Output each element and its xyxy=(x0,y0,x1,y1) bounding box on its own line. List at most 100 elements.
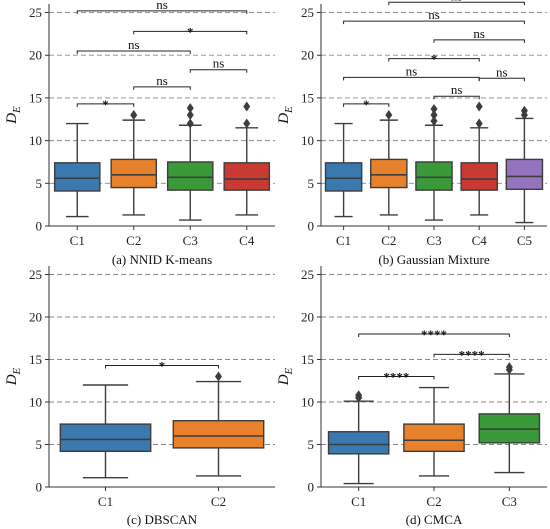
outlier-marker xyxy=(186,118,194,129)
y-axis-label-subscript: E xyxy=(283,367,295,375)
significance-bracket: ns xyxy=(433,26,525,43)
outlier-marker xyxy=(385,110,393,120)
significance-label: * xyxy=(102,97,109,112)
box-iqr xyxy=(223,162,271,191)
y-tick-label: 25 xyxy=(301,267,314,282)
outlier-marker xyxy=(243,101,251,112)
y-tick-label: 25 xyxy=(29,5,42,20)
significance-bracket: ns xyxy=(76,37,191,54)
outlier-marker xyxy=(520,105,528,116)
panel-caption: (a) NNID K-means xyxy=(112,252,212,267)
x-tick-label: C3 xyxy=(502,494,517,509)
y-tick-label: 25 xyxy=(301,5,314,20)
bracket-line xyxy=(433,39,525,43)
panel-4: 0 5 10 15 20 25 **** **** **** C1 C2 C3 DE (d) CMCA xyxy=(276,266,547,527)
y-tick-label: 25 xyxy=(29,267,42,282)
outlier-marker xyxy=(130,110,138,120)
x-tick-label: C4 xyxy=(472,233,488,248)
box-iqr xyxy=(370,158,408,189)
significance-bracket: ns xyxy=(478,64,525,82)
outlier-marker xyxy=(430,110,438,120)
box-C4 xyxy=(223,101,271,216)
significance-bracket: ns xyxy=(189,56,248,73)
y-axis-label-main: D xyxy=(4,113,20,125)
x-tick-label: C2 xyxy=(211,494,226,509)
bracket-line xyxy=(388,58,480,62)
bracket-line xyxy=(433,353,510,358)
y-axis-label-main: D xyxy=(4,374,20,386)
bracket-line xyxy=(343,20,525,25)
panel-caption: (c) DBSCAN xyxy=(127,512,198,527)
outlier-marker xyxy=(355,390,363,401)
y-axis-label: DE xyxy=(4,106,23,125)
y-axis-label: DE xyxy=(276,106,295,125)
bracket-line xyxy=(133,30,248,35)
y-tick-label: 15 xyxy=(29,90,42,105)
outlier-marker xyxy=(475,118,483,129)
panel-2: 0 5 10 15 20 25 * ns ns ns * ns ns ns C1 C2 C3 C4 C5 DE (b) … xyxy=(276,0,547,267)
bracket-line xyxy=(105,364,219,369)
y-tick-label: 15 xyxy=(301,90,314,105)
significance-bracket: ns xyxy=(433,82,480,100)
box-C2 xyxy=(403,386,465,477)
box-iqr xyxy=(505,158,544,190)
outlier-marker xyxy=(186,110,194,120)
y-tick-label: 20 xyxy=(29,310,42,325)
significance-bracket: * xyxy=(76,97,135,112)
y-tick-label: 10 xyxy=(301,133,314,148)
box-iqr xyxy=(478,413,541,444)
x-tick-label: C5 xyxy=(517,233,532,248)
significance-label: ns xyxy=(156,0,168,12)
x-tick-label: C1 xyxy=(336,233,351,248)
x-tick-label: C2 xyxy=(426,494,441,509)
y-tick-label: 10 xyxy=(29,133,42,148)
y-axis-label-main: D xyxy=(276,113,292,125)
bracket-line xyxy=(76,50,191,54)
box-iqr xyxy=(172,420,265,449)
y-tick-label: 20 xyxy=(301,310,314,325)
box-C4 xyxy=(460,101,498,216)
outlier-marker xyxy=(475,101,483,112)
y-tick-label: 20 xyxy=(29,48,42,63)
significance-bracket: **** xyxy=(358,327,510,342)
significance-bracket: * xyxy=(105,358,219,373)
bracket-line xyxy=(388,1,525,6)
bracket-line xyxy=(189,69,248,73)
box-iqr xyxy=(324,162,363,192)
y-axis-label-subscript: E xyxy=(11,106,23,114)
outlier-marker xyxy=(430,115,438,126)
panel-3: 0 5 10 15 20 25 * C1 C2 DE (c) DBSCAN xyxy=(4,266,275,527)
x-tick-label: C4 xyxy=(239,233,255,248)
outlier-marker xyxy=(505,362,513,373)
x-tick-label: C2 xyxy=(126,233,141,248)
box-C1 xyxy=(59,384,152,479)
significance-bracket: * xyxy=(388,52,480,67)
box-C2 xyxy=(172,371,265,477)
box-C1 xyxy=(53,122,101,218)
significance-label: ns xyxy=(496,64,508,79)
y-tick-label: 10 xyxy=(301,395,314,410)
box-iqr xyxy=(415,161,453,191)
x-tick-label: C2 xyxy=(381,233,396,248)
significance-label: * xyxy=(159,358,166,373)
significance-label: **** xyxy=(383,370,409,385)
panel-1: 0 5 10 15 20 25 * ns ns ns * ns C1 C2 C3 C4 DE (a) NNID K… xyxy=(4,0,275,267)
y-axis-label: DE xyxy=(4,367,23,386)
box-C3 xyxy=(415,104,453,221)
box-C3 xyxy=(478,362,541,474)
bracket-line xyxy=(358,376,435,380)
significance-label: ns xyxy=(406,63,418,78)
y-tick-label: 0 xyxy=(36,480,43,495)
x-tick-label: C3 xyxy=(426,233,441,248)
y-tick-label: 0 xyxy=(36,219,43,234)
significance-label: ns xyxy=(428,7,440,22)
y-axis-label-subscript: E xyxy=(11,367,23,375)
significance-bracket: ns xyxy=(343,7,525,25)
box-iqr xyxy=(327,431,390,455)
y-axis-label-subscript: E xyxy=(283,106,295,114)
x-tick-label: C1 xyxy=(98,494,113,509)
box-C1 xyxy=(327,390,390,485)
significance-bracket: * xyxy=(343,97,390,112)
bracket-line xyxy=(76,103,135,107)
significance-label: ns xyxy=(156,73,168,88)
